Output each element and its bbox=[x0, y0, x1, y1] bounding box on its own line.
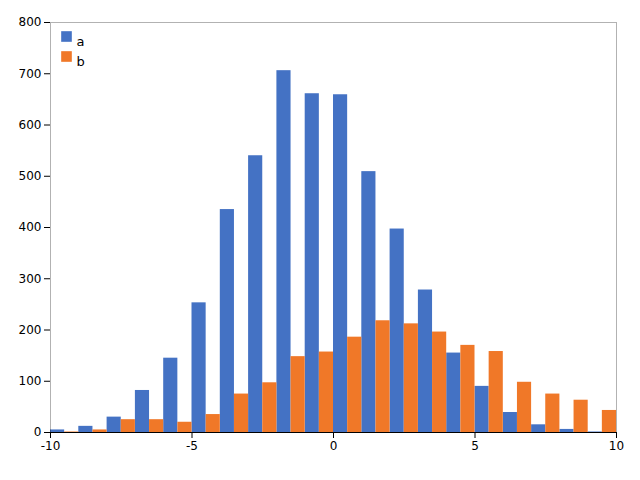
svg-text:-10: -10 bbox=[41, 439, 61, 453]
svg-text:600: 600 bbox=[19, 118, 42, 132]
svg-text:0: 0 bbox=[34, 425, 42, 439]
svg-text:400: 400 bbox=[19, 220, 42, 234]
svg-text:200: 200 bbox=[19, 323, 42, 337]
svg-text:5: 5 bbox=[471, 439, 479, 453]
svg-text:0: 0 bbox=[330, 439, 338, 453]
svg-text:-5: -5 bbox=[186, 439, 198, 453]
svg-text:300: 300 bbox=[19, 272, 42, 286]
svg-text:800: 800 bbox=[19, 15, 42, 29]
svg-text:10: 10 bbox=[609, 439, 624, 453]
svg-text:700: 700 bbox=[19, 67, 42, 81]
svg-text:100: 100 bbox=[19, 374, 42, 388]
svg-text:a: a bbox=[77, 34, 85, 49]
svg-text:b: b bbox=[77, 54, 85, 69]
svg-text:500: 500 bbox=[19, 169, 42, 183]
